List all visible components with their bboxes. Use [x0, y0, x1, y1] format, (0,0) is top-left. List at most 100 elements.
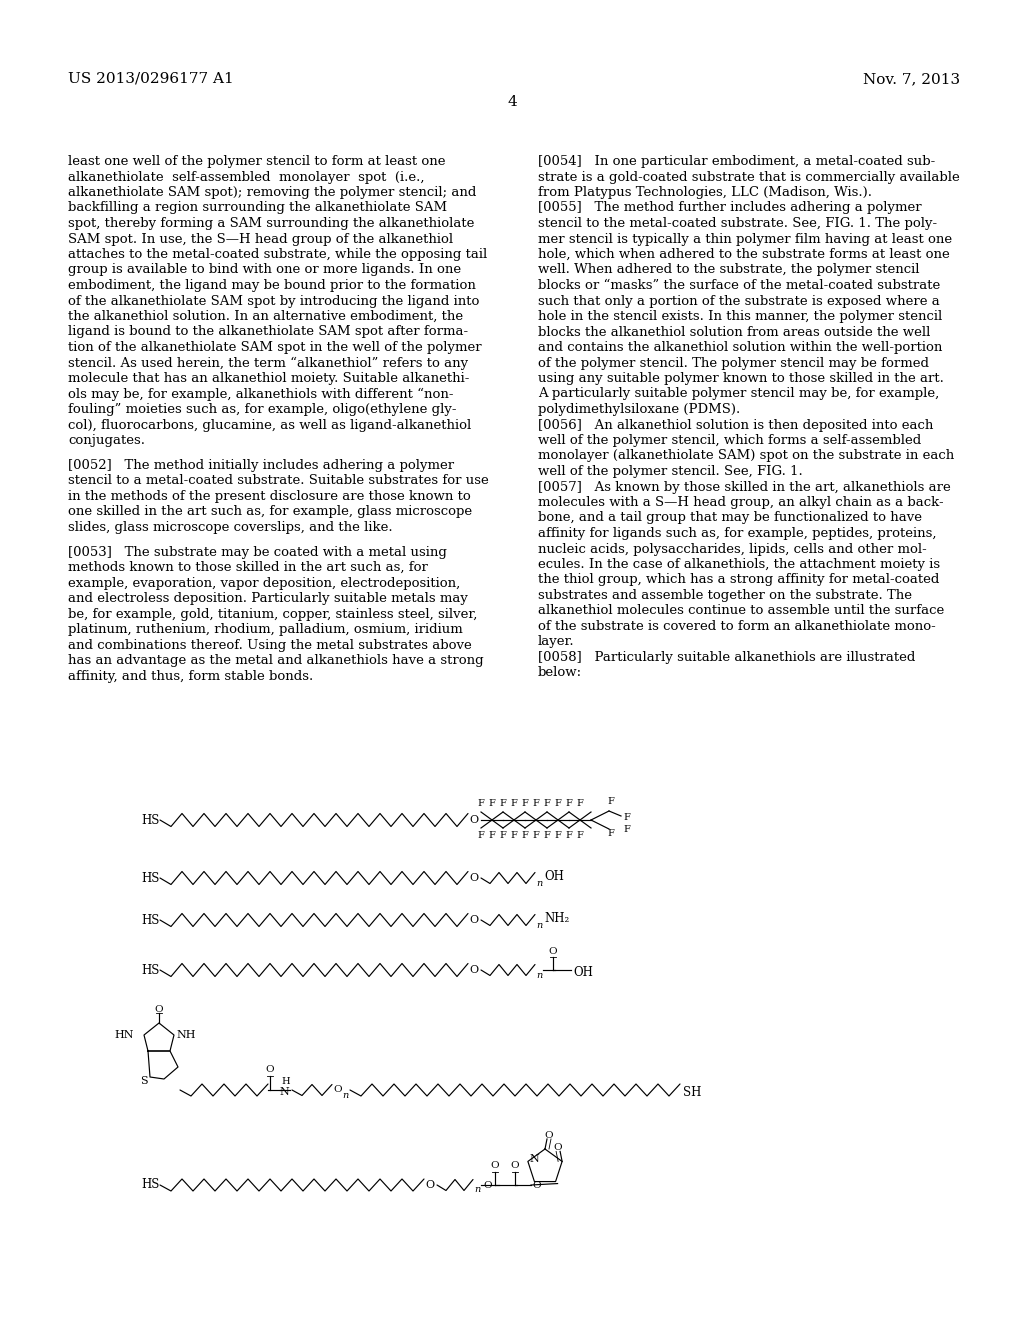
- Text: of the substrate is covered to form an alkanethiolate mono-: of the substrate is covered to form an a…: [538, 620, 936, 634]
- Text: stencil to a metal-coated substrate. Suitable substrates for use: stencil to a metal-coated substrate. Sui…: [68, 474, 488, 487]
- Text: O: O: [549, 946, 557, 956]
- Text: F: F: [623, 825, 630, 834]
- Text: F: F: [521, 799, 528, 808]
- Text: alkanethiolate  self-assembled  monolayer  spot  (i.e.,: alkanethiolate self-assembled monolayer …: [68, 170, 425, 183]
- Text: of the alkanethiolate SAM spot by introducing the ligand into: of the alkanethiolate SAM spot by introd…: [68, 294, 479, 308]
- Text: [0054]   In one particular embodiment, a metal-coated sub-: [0054] In one particular embodiment, a m…: [538, 154, 935, 168]
- Text: of the polymer stencil. The polymer stencil may be formed: of the polymer stencil. The polymer sten…: [538, 356, 929, 370]
- Text: F: F: [565, 832, 572, 841]
- Text: such that only a portion of the substrate is exposed where a: such that only a portion of the substrat…: [538, 294, 940, 308]
- Text: blocks the alkanethiol solution from areas outside the well: blocks the alkanethiol solution from are…: [538, 326, 931, 338]
- Text: n: n: [536, 879, 543, 887]
- Text: 4: 4: [507, 95, 517, 110]
- Text: F: F: [488, 800, 496, 808]
- Text: F: F: [477, 799, 484, 808]
- Text: N: N: [280, 1086, 289, 1097]
- Text: alkanethiol molecules continue to assemble until the surface: alkanethiol molecules continue to assemb…: [538, 605, 944, 618]
- Text: alkanethiolate SAM spot); removing the polymer stencil; and: alkanethiolate SAM spot); removing the p…: [68, 186, 476, 199]
- Text: O: O: [425, 1180, 434, 1191]
- Text: be, for example, gold, titanium, copper, stainless steel, silver,: be, for example, gold, titanium, copper,…: [68, 607, 477, 620]
- Text: and electroless deposition. Particularly suitable metals may: and electroless deposition. Particularly…: [68, 593, 468, 605]
- Text: F: F: [577, 800, 584, 808]
- Text: HN: HN: [115, 1030, 134, 1040]
- Text: affinity for ligands such as, for example, peptides, proteins,: affinity for ligands such as, for exampl…: [538, 527, 937, 540]
- Text: backfilling a region surrounding the alkanethiolate SAM: backfilling a region surrounding the alk…: [68, 202, 447, 214]
- Text: layer.: layer.: [538, 635, 574, 648]
- Text: US 2013/0296177 A1: US 2013/0296177 A1: [68, 73, 233, 86]
- Text: group is available to bind with one or more ligands. In one: group is available to bind with one or m…: [68, 264, 461, 276]
- Text: affinity, and thus, form stable bonds.: affinity, and thus, form stable bonds.: [68, 669, 313, 682]
- Text: F: F: [555, 830, 561, 840]
- Text: polydimethylsiloxane (PDMS).: polydimethylsiloxane (PDMS).: [538, 403, 740, 416]
- Text: HS: HS: [141, 1179, 160, 1192]
- Text: from Platypus Technologies, LLC (Madison, Wis.).: from Platypus Technologies, LLC (Madison…: [538, 186, 872, 199]
- Text: slides, glass microscope coverslips, and the like.: slides, glass microscope coverslips, and…: [68, 521, 392, 533]
- Text: HS: HS: [141, 913, 160, 927]
- Text: O: O: [469, 915, 478, 925]
- Text: O: O: [155, 1005, 163, 1014]
- Text: O: O: [532, 1180, 541, 1189]
- Text: example, evaporation, vapor deposition, electrodeposition,: example, evaporation, vapor deposition, …: [68, 577, 460, 590]
- Text: methods known to those skilled in the art such as, for: methods known to those skilled in the ar…: [68, 561, 428, 574]
- Text: the thiol group, which has a strong affinity for metal-coated: the thiol group, which has a strong affi…: [538, 573, 939, 586]
- Text: F: F: [565, 799, 572, 808]
- Text: has an advantage as the metal and alkanethiols have a strong: has an advantage as the metal and alkane…: [68, 655, 483, 667]
- Text: O: O: [483, 1180, 492, 1189]
- Text: conjugates.: conjugates.: [68, 434, 145, 447]
- Text: and contains the alkanethiol solution within the well-portion: and contains the alkanethiol solution wi…: [538, 341, 942, 354]
- Text: least one well of the polymer stencil to form at least one: least one well of the polymer stencil to…: [68, 154, 445, 168]
- Text: Nov. 7, 2013: Nov. 7, 2013: [863, 73, 961, 86]
- Text: bone, and a tail group that may be functionalized to have: bone, and a tail group that may be funct…: [538, 511, 922, 524]
- Text: tion of the alkanethiolate SAM spot in the well of the polymer: tion of the alkanethiolate SAM spot in t…: [68, 341, 481, 354]
- Text: HS: HS: [141, 871, 160, 884]
- Text: molecules with a S—H head group, an alkyl chain as a back-: molecules with a S—H head group, an alky…: [538, 496, 944, 510]
- Text: fouling” moieties such as, for example, oligo(ethylene gly-: fouling” moieties such as, for example, …: [68, 403, 457, 416]
- Text: OH: OH: [573, 965, 593, 978]
- Text: well of the polymer stencil, which forms a self-assembled: well of the polymer stencil, which forms…: [538, 434, 922, 447]
- Text: F: F: [477, 832, 484, 841]
- Text: col), fluorocarbons, glucamine, as well as ligand-alkanethiol: col), fluorocarbons, glucamine, as well …: [68, 418, 471, 432]
- Text: O: O: [469, 965, 478, 975]
- Text: F: F: [544, 832, 551, 841]
- Text: strate is a gold-coated substrate that is commercially available: strate is a gold-coated substrate that i…: [538, 170, 959, 183]
- Text: [0058]   Particularly suitable alkanethiols are illustrated: [0058] Particularly suitable alkanethiol…: [538, 651, 915, 664]
- Text: F: F: [555, 800, 561, 808]
- Text: stencil to the metal-coated substrate. See, FIG. 1. The poly-: stencil to the metal-coated substrate. S…: [538, 216, 937, 230]
- Text: HS: HS: [141, 964, 160, 977]
- Text: n: n: [474, 1185, 480, 1195]
- Text: O: O: [469, 814, 478, 825]
- Text: H: H: [282, 1077, 291, 1085]
- Text: F: F: [511, 800, 517, 808]
- Text: well. When adhered to the substrate, the polymer stencil: well. When adhered to the substrate, the…: [538, 264, 920, 276]
- Text: [0055]   The method further includes adhering a polymer: [0055] The method further includes adher…: [538, 202, 922, 214]
- Text: O: O: [545, 1130, 553, 1139]
- Text: substrates and assemble together on the substrate. The: substrates and assemble together on the …: [538, 589, 912, 602]
- Text: hole in the stencil exists. In this manner, the polymer stencil: hole in the stencil exists. In this mann…: [538, 310, 942, 323]
- Text: NH₂: NH₂: [544, 912, 569, 924]
- Text: one skilled in the art such as, for example, glass microscope: one skilled in the art such as, for exam…: [68, 506, 472, 519]
- Text: A particularly suitable polymer stencil may be, for example,: A particularly suitable polymer stencil …: [538, 388, 939, 400]
- Text: below:: below:: [538, 667, 582, 680]
- Text: in the methods of the present disclosure are those known to: in the methods of the present disclosure…: [68, 490, 471, 503]
- Text: S: S: [140, 1076, 147, 1086]
- Text: O: O: [490, 1162, 500, 1171]
- Text: F: F: [607, 829, 614, 838]
- Text: O: O: [469, 873, 478, 883]
- Text: n: n: [342, 1090, 348, 1100]
- Text: [0056]   An alkanethiol solution is then deposited into each: [0056] An alkanethiol solution is then d…: [538, 418, 933, 432]
- Text: [0057]   As known by those skilled in the art, alkanethiols are: [0057] As known by those skilled in the …: [538, 480, 950, 494]
- Text: [0052]   The method initially includes adhering a polymer: [0052] The method initially includes adh…: [68, 459, 454, 471]
- Text: using any suitable polymer known to those skilled in the art.: using any suitable polymer known to thos…: [538, 372, 944, 385]
- Text: F: F: [500, 799, 507, 808]
- Text: spot, thereby forming a SAM surrounding the alkanethiolate: spot, thereby forming a SAM surrounding …: [68, 216, 474, 230]
- Text: well of the polymer stencil. See, FIG. 1.: well of the polymer stencil. See, FIG. 1…: [538, 465, 803, 478]
- Text: O: O: [554, 1143, 562, 1152]
- Text: HS: HS: [141, 813, 160, 826]
- Text: ligand is bound to the alkanethiolate SAM spot after forma-: ligand is bound to the alkanethiolate SA…: [68, 326, 468, 338]
- Text: ols may be, for example, alkanethiols with different “non-: ols may be, for example, alkanethiols wi…: [68, 388, 454, 401]
- Text: the alkanethiol solution. In an alternative embodiment, the: the alkanethiol solution. In an alternat…: [68, 310, 463, 323]
- Text: F: F: [623, 813, 630, 822]
- Text: mer stencil is typically a thin polymer film having at least one: mer stencil is typically a thin polymer …: [538, 232, 952, 246]
- Text: F: F: [544, 799, 551, 808]
- Text: F: F: [532, 830, 540, 840]
